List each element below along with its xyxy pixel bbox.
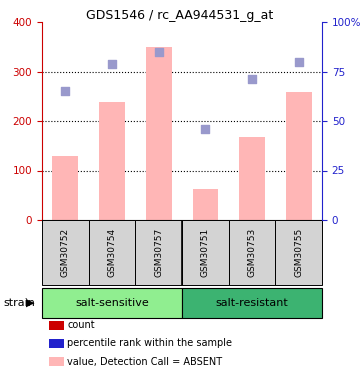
Bar	[89, 220, 135, 285]
Text: GSM30757: GSM30757	[154, 228, 163, 277]
Bar	[42, 220, 89, 285]
Text: GDS1546 / rc_AA944531_g_at: GDS1546 / rc_AA944531_g_at	[86, 9, 274, 22]
Text: percentile rank within the sample: percentile rank within the sample	[67, 339, 232, 348]
Bar	[182, 220, 229, 285]
Bar	[135, 220, 182, 285]
Text: strain: strain	[4, 298, 36, 308]
Point	[62, 88, 68, 94]
Point	[156, 49, 162, 55]
Bar	[275, 220, 322, 285]
Bar	[286, 92, 311, 220]
Text: GSM30755: GSM30755	[294, 228, 303, 277]
Point	[109, 61, 115, 67]
Text: salt-sensitive: salt-sensitive	[75, 298, 149, 308]
Text: salt-resistant: salt-resistant	[216, 298, 288, 308]
Bar	[42, 288, 182, 318]
Text: GSM30754: GSM30754	[108, 228, 117, 277]
Bar	[239, 137, 265, 220]
Text: count: count	[67, 321, 95, 330]
Bar	[146, 47, 171, 220]
Bar	[193, 189, 218, 220]
Point	[202, 126, 208, 132]
Bar	[229, 220, 275, 285]
Point	[249, 76, 255, 82]
Point	[296, 58, 302, 64]
Text: value, Detection Call = ABSENT: value, Detection Call = ABSENT	[67, 357, 222, 366]
Text: GSM30753: GSM30753	[248, 228, 256, 277]
Bar	[53, 156, 78, 220]
Text: ▶: ▶	[26, 298, 35, 308]
Text: GSM30751: GSM30751	[201, 228, 210, 277]
Text: GSM30752: GSM30752	[61, 228, 70, 277]
Bar	[99, 102, 125, 220]
Bar	[182, 288, 322, 318]
